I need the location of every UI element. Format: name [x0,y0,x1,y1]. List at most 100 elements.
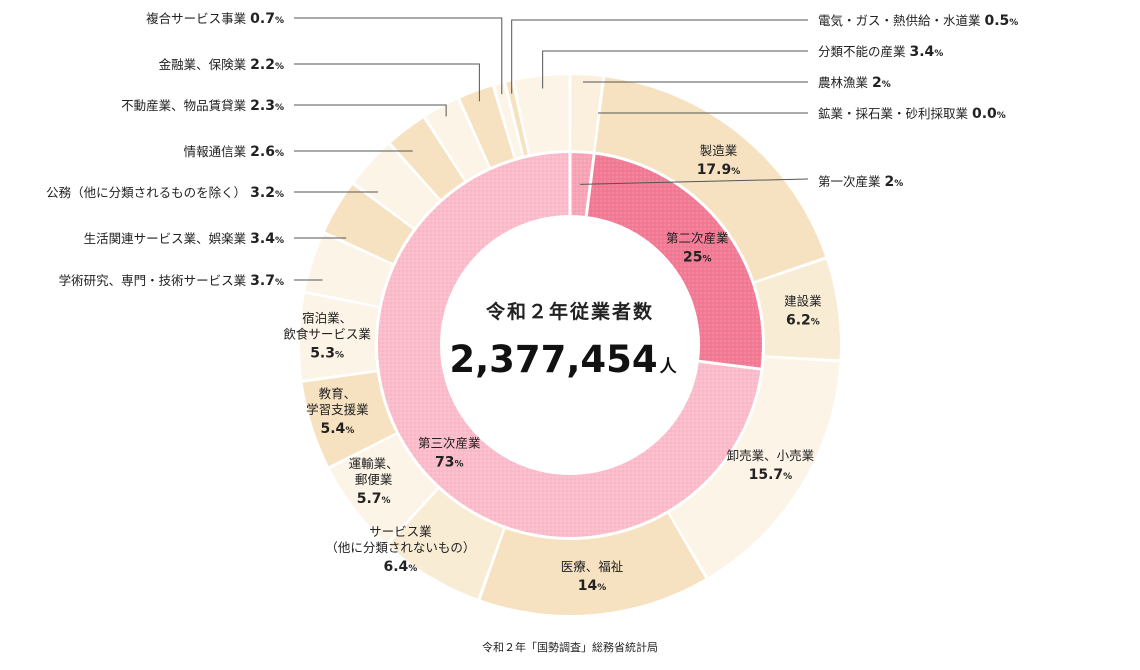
label-outer-10: 宿泊業、飲食サービス業 5.3% [283,310,371,361]
outer-slice-10 [300,293,379,380]
label-inner-3-text-1: 第三次産業 [418,435,481,450]
label-outer-6-value: 14 [578,578,598,594]
label-outer-15: 不動産業、物品賃貸業 2.3% [121,98,284,114]
label-outer-1-value: 2 [872,75,882,91]
label-outer-19-value: 3.4 [909,44,934,60]
source-note: 令和２年「国勢調査」総務省統計局 [482,640,658,654]
label-outer-8-unit: % [382,496,391,506]
label-outer-2-text: 鉱業・採石業・砂利採取業 [818,106,972,121]
outer-slice-19 [514,75,569,155]
label-outer-18-unit: % [1009,18,1018,28]
label-outer-11: 学術研究、専門・技術サービス業 3.7% [59,273,284,289]
label-outer-2-value: 0.0 [972,106,997,122]
label-outer-19: 分類不能の産業 3.4% [818,44,943,60]
label-outer-18-text: 電気・ガス・熱供給・水道業 [818,13,984,28]
slice-labels: 第一次産業 2%第二次産業 25%第三次産業 73%製造業 17.9%建設業 6.2%卸… [46,11,1018,594]
label-outer-16: 金融業、保険業 2.2% [159,57,284,73]
label-outer-1-unit: % [882,80,891,90]
label-outer-7: サービス業（他に分類されないもの） 6.4% [325,524,475,575]
leader-outer-19 [542,50,808,89]
label-outer-7-value: 6.4 [383,559,408,575]
label-outer-13: 公務（他に分類されるものを除く） 3.2% [46,185,284,201]
label-outer-3-text-1: 製造業 [700,143,738,158]
label-outer-8-text-2: 郵便業 [355,472,393,487]
label-outer-13-value: 3.2 [250,185,275,201]
label-outer-11-value: 3.7 [250,273,275,289]
outer-slice-6 [480,513,706,615]
outer-ring [300,75,840,615]
label-outer-7-text-1: サービス業 [369,524,432,539]
label-outer-9-text-2: 学習支援業 [306,402,369,417]
label-outer-6-unit: % [597,583,606,593]
label-outer-9-text-1: 教育、 [319,386,357,401]
label-outer-14-text: 情報通信業 [184,144,250,159]
label-outer-10-text-1: 宿泊業、 [302,310,352,325]
label-outer-7-text-2: （他に分類されないもの） [325,540,475,555]
leader-inner-1 [580,178,809,185]
label-inner-1-value: 2 [884,174,894,190]
leader-outer-18 [511,19,808,94]
label-outer-3-unit: % [731,167,740,177]
chart-title: 令和２年従業者数 [486,300,654,323]
label-outer-4-text-1: 建設業 [784,294,822,309]
label-outer-10-text-2: 飲食サービス業 [283,326,371,341]
outer-slice-12 [325,185,413,264]
label-outer-16-text: 金融業、保険業 [159,57,250,72]
label-outer-5: 卸売業、小売業 15.7% [727,448,815,483]
label-outer-12-text: 生活関連サービス業、娯楽業 [84,231,250,246]
outer-slice-17 [495,83,522,158]
inner-slice-texture-3 [378,153,761,538]
label-outer-17-text: 複合サービス事業 [146,11,250,26]
label-outer-15-text: 不動産業、物品賃貸業 [121,98,250,113]
label-outer-13-text: 公務（他に分類されるものを除く） [46,185,250,200]
outer-slice-15 [426,99,489,181]
label-outer-15-unit: % [275,103,284,113]
label-outer-5-unit: % [783,472,792,482]
outer-slice-18 [506,81,528,156]
label-outer-11-unit: % [275,278,284,288]
label-outer-17: 複合サービス事業 0.7% [146,11,284,27]
outer-slice-3 [595,77,826,282]
label-outer-1: 農林漁業 2% [818,75,891,91]
outer-slice-4 [754,259,840,360]
label-inner-2: 第二次産業 25% [666,230,729,265]
inner-separator-3 [698,359,761,371]
label-outer-17-unit: % [275,16,284,26]
inner-ring [378,153,762,538]
label-outer-14-value: 2.6 [250,144,275,160]
label-inner-3: 第三次産業 73% [418,435,481,470]
label-outer-12: 生活関連サービス業、娯楽業 3.4% [84,231,284,247]
label-outer-1-text: 農林漁業 [818,75,872,90]
inner-separator-2 [584,154,596,217]
label-inner-3-unit: % [454,459,463,469]
outer-slice-9 [302,372,396,467]
label-outer-2-unit: % [997,111,1006,121]
label-outer-2: 鉱業・採石業・砂利採取業 0.0% [818,106,1006,122]
label-inner-3-value: 73 [435,454,454,470]
label-outer-10-value: 5.3 [310,345,335,361]
label-outer-19-unit: % [934,49,943,59]
label-outer-8-value: 5.7 [357,491,382,507]
outer-slice-5 [669,357,840,578]
label-outer-17-value: 0.7 [250,11,275,27]
total-value: 2,377,454 [449,338,657,381]
label-inner-2-value: 25 [683,249,702,265]
label-inner-1-unit: % [894,179,903,189]
label-outer-11-text: 学術研究、専門・技術サービス業 [59,273,250,288]
label-outer-5-text-1: 卸売業、小売業 [727,448,815,463]
outer-slice-8 [330,434,438,543]
label-outer-13-unit: % [275,190,284,200]
label-outer-9: 教育、学習支援業 5.4% [306,386,369,437]
label-outer-8-text-1: 運輸業、 [349,456,399,471]
label-outer-9-value: 5.4 [321,421,346,437]
label-outer-4-value: 6.2 [786,313,811,329]
label-outer-8: 運輸業、郵便業 5.7% [349,456,399,507]
label-outer-14-unit: % [275,149,284,159]
leader-outer-15 [294,104,447,117]
outer-slice-1 [571,75,603,152]
outer-slice-16 [460,86,514,167]
label-outer-12-unit: % [275,236,284,246]
leader-lines [294,17,809,281]
label-outer-12-value: 3.4 [250,231,275,247]
